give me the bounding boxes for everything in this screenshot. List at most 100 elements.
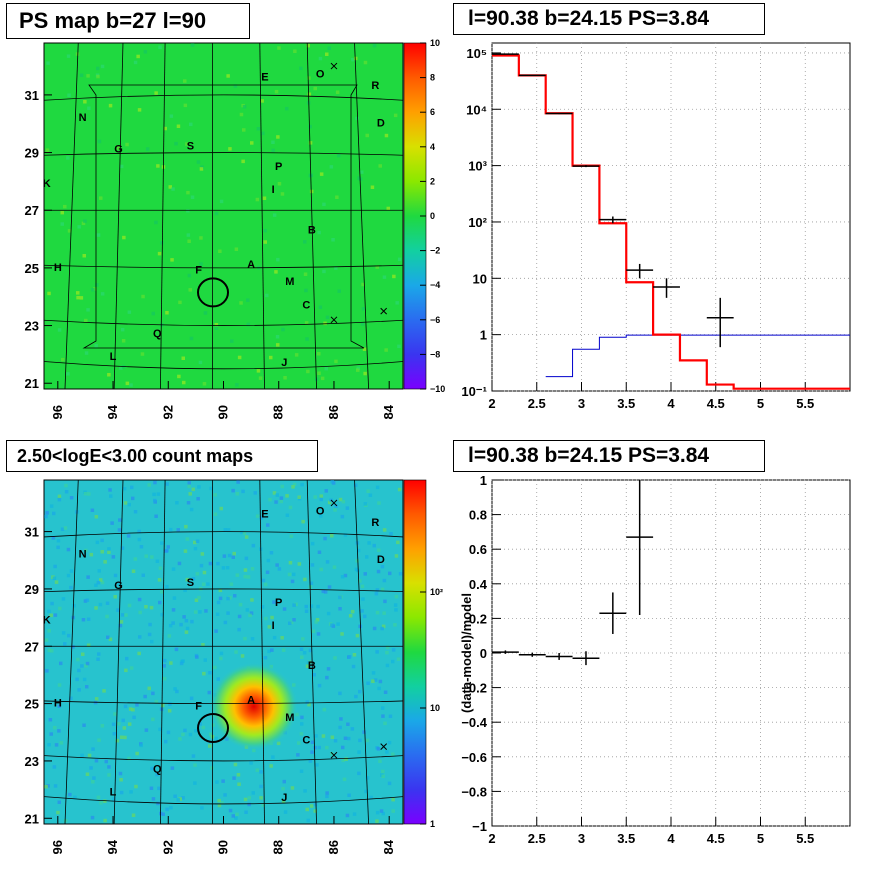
graticule xyxy=(43,42,404,390)
graticule-longitude xyxy=(160,42,166,390)
y-tick-label: 23 xyxy=(25,319,39,334)
y-tick-label: 21 xyxy=(25,376,39,391)
source-label-n: N xyxy=(79,112,87,124)
data-points xyxy=(492,53,734,348)
graticule-latitude xyxy=(43,152,404,156)
x-tick-label: 4 xyxy=(667,396,675,411)
x-tick-label: 90 xyxy=(216,405,231,419)
colorbar-tick-label: 4 xyxy=(430,142,435,152)
x-tick-label: 4 xyxy=(667,831,675,846)
source-label-f: F xyxy=(195,700,202,712)
source-label-f: F xyxy=(195,265,202,277)
graticule-longitude xyxy=(113,479,124,825)
graticule-longitude xyxy=(259,479,265,825)
graticule-longitude xyxy=(64,42,79,390)
y-tick-label: 10⁻¹ xyxy=(461,384,487,399)
source-label-g: G xyxy=(114,580,123,592)
y-tick-label: 27 xyxy=(25,203,39,218)
graticule-latitude xyxy=(43,796,404,805)
map-background xyxy=(43,479,404,825)
y-tick-label: 31 xyxy=(25,88,39,103)
y-tick-label: 10³ xyxy=(468,159,487,174)
count-map-title: 2.50<logE<3.00 count maps xyxy=(6,440,318,472)
y-tick-label: 0.6 xyxy=(469,542,487,557)
x-tick-label: 5 xyxy=(757,396,764,411)
graticule xyxy=(43,479,404,825)
graticule-latitude xyxy=(43,700,404,704)
count-colorbar: 10² 10 1 xyxy=(403,479,443,829)
x-tick-label: 88 xyxy=(271,405,286,419)
colorbar-tick-label: −10 xyxy=(430,384,445,394)
source-label-d: D xyxy=(377,554,385,566)
graticule-latitude xyxy=(43,361,404,370)
y-tick-label: 0.8 xyxy=(469,508,487,523)
x-tick-label: 86 xyxy=(326,405,341,419)
x-tick-label: 3 xyxy=(578,831,585,846)
y-tick-label: 31 xyxy=(25,525,39,540)
background-model-line xyxy=(545,334,850,378)
y-tick-label: 23 xyxy=(25,754,39,769)
roi-boundary xyxy=(82,84,365,349)
residual-points xyxy=(492,480,654,666)
total-model-line xyxy=(492,54,850,390)
colorbar-tick-label: 8 xyxy=(430,73,435,83)
colorbar-tick-label: 10 xyxy=(430,703,440,713)
residual-title: l=90.38 b=24.15 PS=3.84 xyxy=(453,440,765,472)
y-tick-label: 1 xyxy=(480,473,487,488)
selected-source-circle xyxy=(197,277,230,308)
graticule-longitude xyxy=(354,42,369,390)
colorbar-tick-label: 10² xyxy=(430,587,443,597)
graticule-longitude xyxy=(306,42,317,390)
x-tick-label: 3.5 xyxy=(617,396,635,411)
source-label-e: E xyxy=(261,508,268,520)
x-tick-label: 2 xyxy=(488,396,495,411)
source-label-q: Q xyxy=(153,763,162,775)
colorbar-tick-label: −2 xyxy=(430,246,440,256)
y-tick-label: 10⁴ xyxy=(466,102,487,117)
graticule-latitude xyxy=(43,588,404,592)
y-tick-label: 10⁵ xyxy=(466,46,487,61)
source-label-l: L xyxy=(110,351,117,363)
y-tick-label: 10² xyxy=(468,215,487,230)
source-label-j: J xyxy=(281,357,287,369)
x-tick-label: 2.5 xyxy=(528,831,546,846)
graticule-longitude xyxy=(113,42,124,390)
y-tick-label: 0.4 xyxy=(469,577,488,592)
graticule-longitude xyxy=(306,479,317,825)
x-tick-label: 2 xyxy=(488,831,495,846)
source-label-k: K xyxy=(43,614,51,626)
graticule-longitude xyxy=(160,479,166,825)
graticule-longitude xyxy=(64,479,79,825)
source-label-p: P xyxy=(275,597,282,609)
source-label-o: O xyxy=(316,69,325,81)
colorbar-tick-label: −6 xyxy=(430,315,440,325)
x-tick-label: 86 xyxy=(326,840,341,854)
x-tick-label: 90 xyxy=(216,840,231,854)
x-tick-label: 84 xyxy=(381,839,396,854)
source-cross-marker xyxy=(380,307,388,315)
graticule-latitude xyxy=(43,755,404,762)
source-cross-marker xyxy=(330,751,338,759)
x-tick-label: 5.5 xyxy=(796,831,814,846)
source-label-p: P xyxy=(275,161,282,173)
source-label-b: B xyxy=(308,660,316,672)
selected-source-circle xyxy=(197,712,230,743)
source-label-d: D xyxy=(377,118,385,130)
source-label-c: C xyxy=(302,299,310,311)
source-label-m: M xyxy=(285,276,294,288)
source-label-k: K xyxy=(43,178,51,190)
x-tick-label: 92 xyxy=(160,840,175,854)
x-tick-label: 94 xyxy=(105,404,120,419)
source-label-q: Q xyxy=(153,328,162,340)
x-tick-label: 3 xyxy=(578,396,585,411)
graticule-longitude xyxy=(354,479,369,825)
source-label-a: A xyxy=(247,259,255,271)
source-label-e: E xyxy=(261,71,268,83)
map-pixel-noise xyxy=(44,480,403,823)
source-label-s: S xyxy=(187,577,194,589)
colorbar-tick-label: −8 xyxy=(430,349,440,359)
y-tick-label: 25 xyxy=(25,697,39,712)
graticule-longitude xyxy=(259,42,265,390)
y-tick-label: 29 xyxy=(25,582,39,597)
